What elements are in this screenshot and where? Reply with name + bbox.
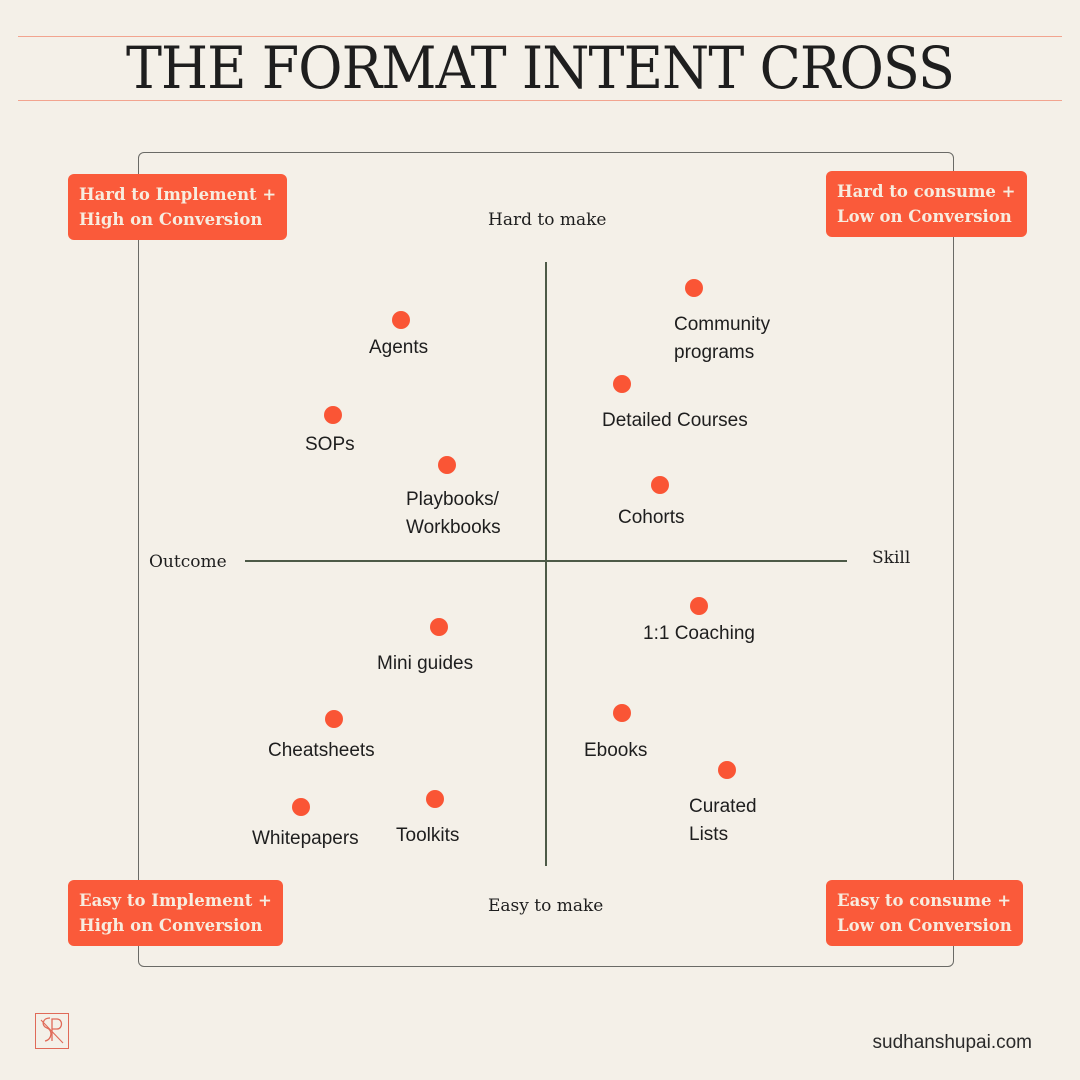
- point-label-playbooks: Playbooks/ Workbooks: [406, 489, 501, 538]
- point-dot-detailed-courses: [613, 375, 631, 393]
- site-url: sudhanshupai.com: [872, 1032, 1033, 1053]
- axis-label-top: Hard to make: [488, 210, 607, 230]
- point-dot-agents: [392, 311, 410, 329]
- badge-bottom-left: Easy to Implement + High on Conversion: [69, 881, 282, 945]
- axis-label-bottom: Easy to make: [488, 896, 604, 916]
- badge-top-left: Hard to Implement + High on Conversion: [69, 175, 287, 239]
- badge-line: Easy to Implement +: [79, 891, 272, 910]
- badge-line: Hard to consume +: [837, 182, 1016, 201]
- point-dot-ebooks: [613, 704, 631, 722]
- monogram-glyph-icon: [40, 1017, 64, 1044]
- point-dot-coaching: [690, 597, 708, 615]
- axis-label-right: Skill: [872, 548, 911, 568]
- badge-line: Low on Conversion: [837, 207, 1012, 226]
- point-dot-toolkits: [426, 790, 444, 808]
- point-label-coaching: 1:1 Coaching: [643, 623, 755, 644]
- title-underline-rule: [18, 100, 1062, 101]
- point-dot-mini-guides: [430, 618, 448, 636]
- badge-bottom-right: Easy to consume + Low on Conversion: [827, 881, 1022, 945]
- point-dot-community-programs: [685, 279, 703, 297]
- axis-label-left: Outcome: [149, 552, 227, 572]
- diagram-frame: [138, 152, 954, 967]
- point-dot-sops: [324, 406, 342, 424]
- point-dot-curated-lists: [718, 761, 736, 779]
- point-label-curated-lists: Curated Lists: [689, 796, 757, 845]
- point-label-toolkits: Toolkits: [396, 825, 460, 846]
- point-dot-cohorts: [651, 476, 669, 494]
- point-label-mini-guides: Mini guides: [377, 653, 474, 674]
- point-label-detailed-courses: Detailed Courses: [602, 410, 748, 431]
- horizontal-axis: [245, 560, 847, 562]
- point-label-ebooks: Ebooks: [584, 740, 648, 761]
- point-dot-cheatsheets: [325, 710, 343, 728]
- badge-line: Hard to Implement +: [79, 185, 277, 204]
- point-dot-whitepapers: [292, 798, 310, 816]
- sp-monogram-logo-icon: [35, 1013, 69, 1049]
- top-rule: [18, 36, 1062, 37]
- point-label-sops: SOPs: [305, 434, 355, 455]
- vertical-axis: [545, 262, 547, 866]
- point-label-whitepapers: Whitepapers: [252, 828, 359, 849]
- badge-line: High on Conversion: [79, 916, 263, 935]
- badge-line: High on Conversion: [79, 210, 263, 229]
- page-title: THE FORMAT INTENT CROSS: [125, 34, 955, 102]
- point-label-cheatsheets: Cheatsheets: [268, 740, 375, 761]
- point-label-agents: Agents: [369, 337, 429, 358]
- point-label-community-programs: Community programs: [674, 314, 771, 363]
- badge-top-right: Hard to consume + Low on Conversion: [827, 172, 1026, 236]
- badge-line: Low on Conversion: [837, 916, 1012, 935]
- point-dot-playbooks: [438, 456, 456, 474]
- badge-line: Easy to consume +: [837, 891, 1012, 910]
- point-label-cohorts: Cohorts: [618, 507, 685, 528]
